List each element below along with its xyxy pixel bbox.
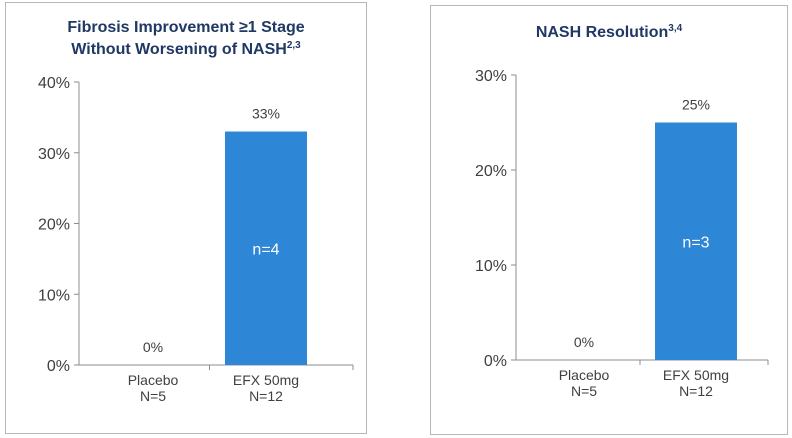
fibrosis-chart-panel: Fibrosis Improvement ≥1 Stage Without Wo… <box>5 2 367 434</box>
data-label: 0% <box>143 339 163 355</box>
data-label: 33% <box>252 106 280 122</box>
bar-inside-label: n=3 <box>682 234 709 251</box>
y-tick-label: 20% <box>38 217 70 234</box>
chart-title-superscript: 3,4 <box>668 23 683 34</box>
bar <box>225 131 307 365</box>
x-category-label: Placebo <box>559 367 610 383</box>
x-category-label: N=12 <box>679 383 713 399</box>
x-category-label: Placebo <box>128 372 179 388</box>
chart-title-superscript: 2,3 <box>286 40 301 51</box>
nash-resolution-chart-panel: NASH Resolution3,4 0% 10% 20% 30% 0% Placebo N… <box>430 5 788 435</box>
chart-title: NASH Resolution3,4 <box>431 22 787 44</box>
chart-title: Fibrosis Improvement ≥1 Stage Without Wo… <box>6 17 366 61</box>
x-category-label: N=5 <box>140 388 166 404</box>
data-label: 0% <box>574 334 594 350</box>
chart-title-line2: Without Worsening of NASH <box>71 41 287 58</box>
y-tick-label: 20% <box>475 163 507 180</box>
y-tick-label: 10% <box>475 258 507 275</box>
y-tick-label: 0% <box>484 353 507 370</box>
data-label: 25% <box>682 97 710 113</box>
chart-title-line1: NASH Resolution <box>535 24 669 41</box>
y-tick-label: 40% <box>38 75 70 92</box>
x-category-label: EFX 50mg <box>663 367 729 383</box>
x-category-label: EFX 50mg <box>233 372 299 388</box>
bar <box>655 122 737 360</box>
y-tick-label: 30% <box>38 146 70 163</box>
chart-title-line1: Fibrosis Improvement ≥1 Stage <box>67 19 305 36</box>
x-category-label: N=12 <box>249 388 283 404</box>
x-category-label: N=5 <box>571 383 597 399</box>
y-tick-label: 10% <box>38 287 70 304</box>
y-tick-label: 30% <box>475 68 507 85</box>
bar-inside-label: n=4 <box>252 241 279 258</box>
y-tick-label: 0% <box>47 358 70 375</box>
